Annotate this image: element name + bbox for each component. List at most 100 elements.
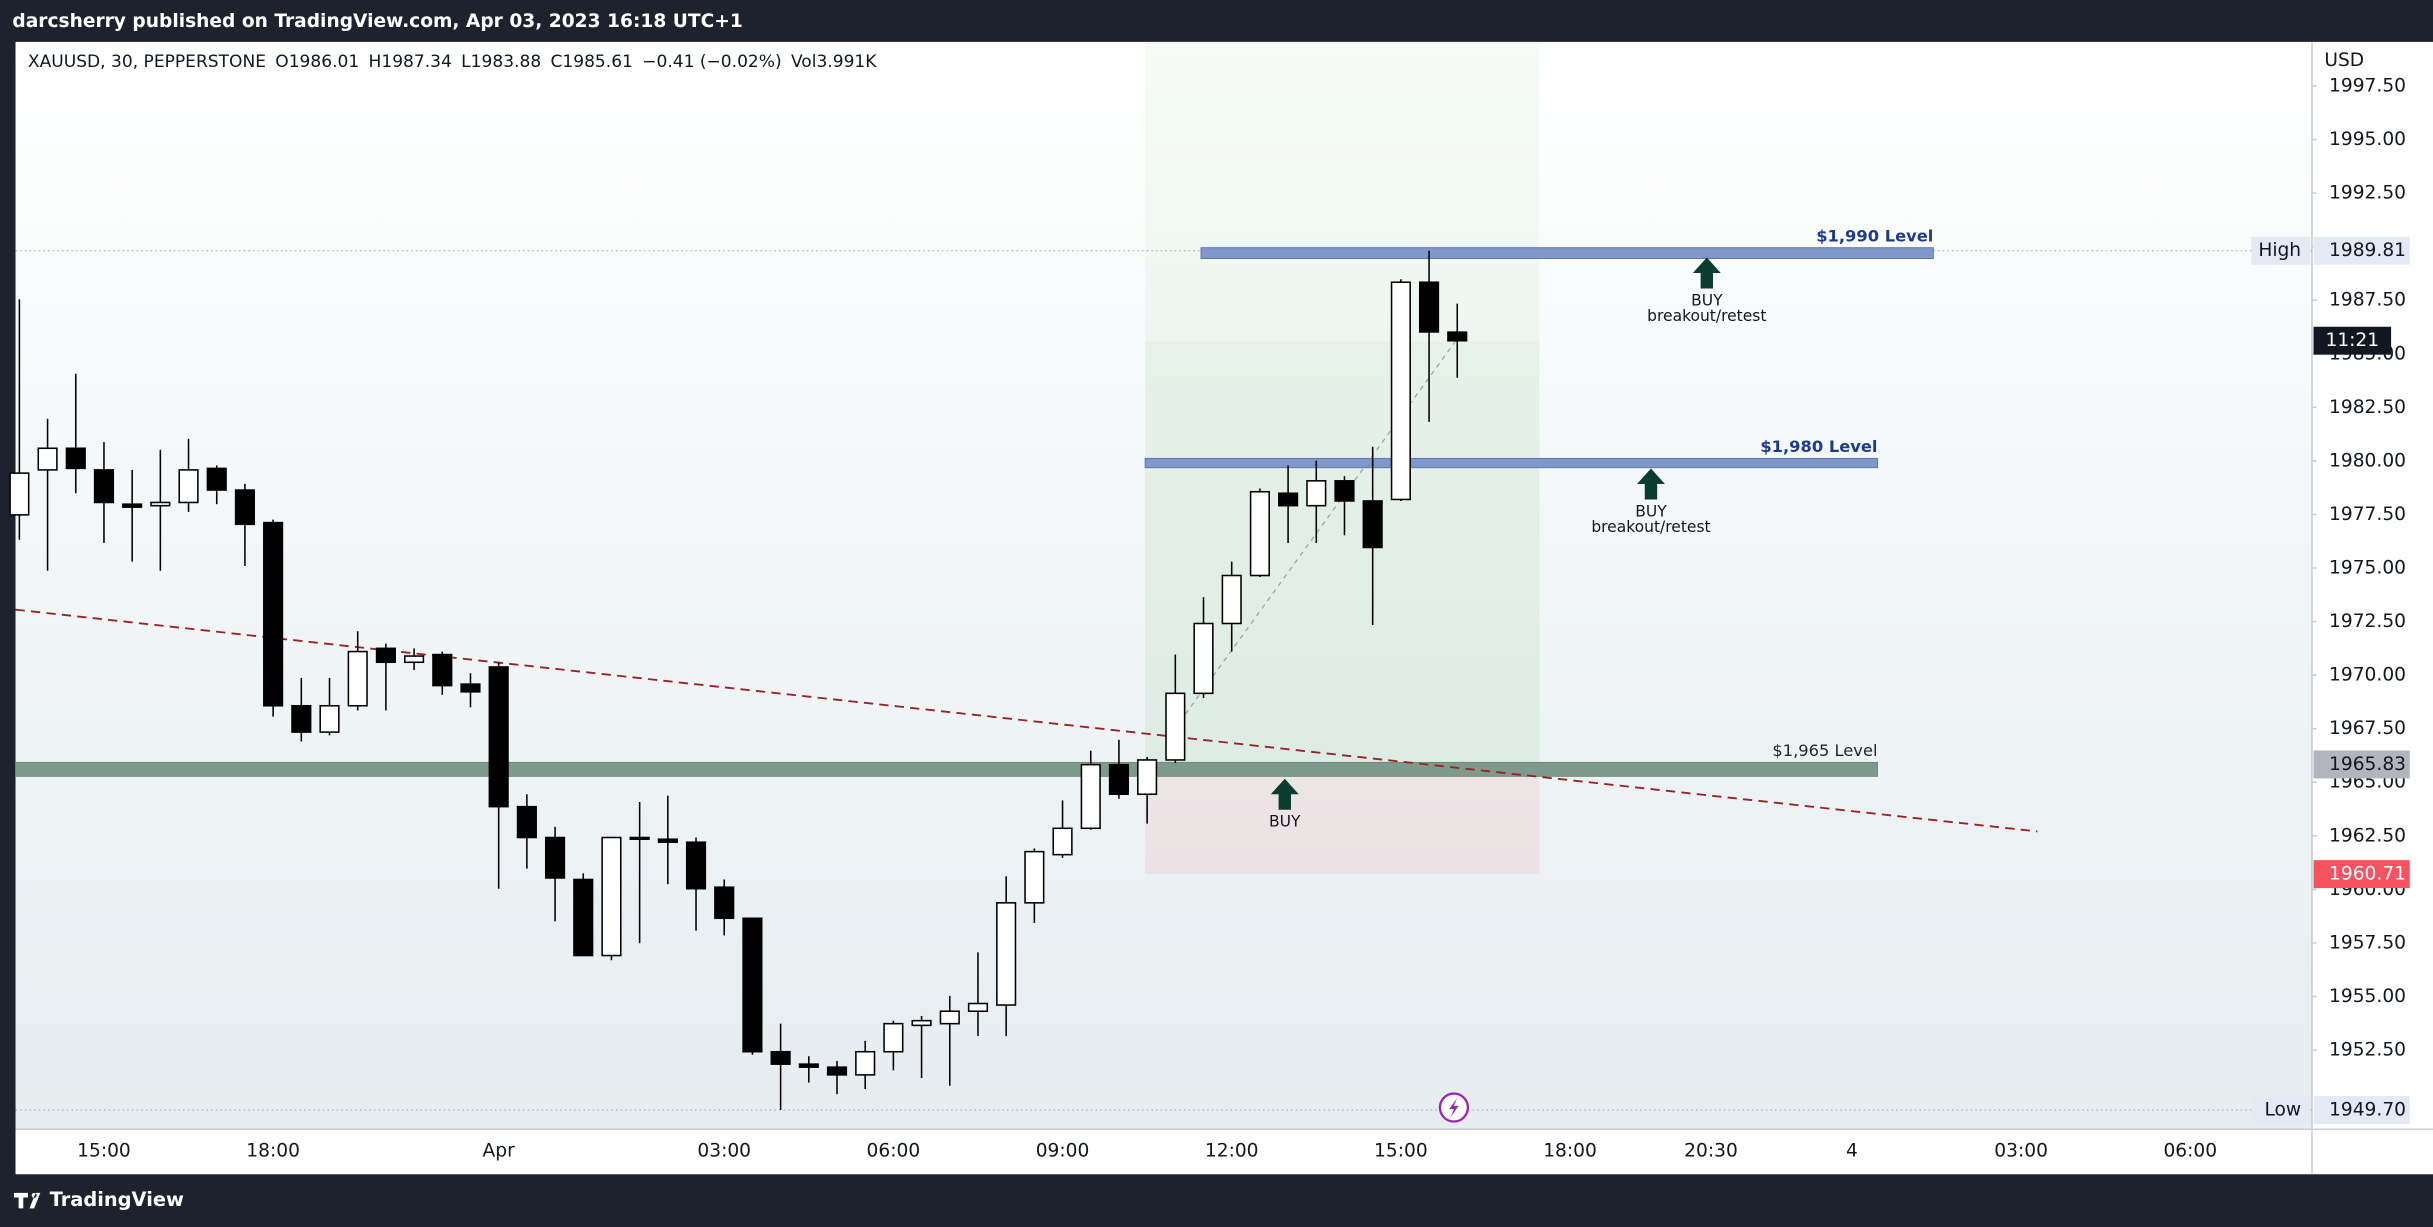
y-tick-label: 1997.50: [2329, 76, 2406, 97]
x-tick-label: Apr: [483, 1140, 516, 1161]
legend-item: C1985.61: [550, 52, 632, 72]
y-tick-label: 1972.50: [2329, 611, 2406, 632]
candle-body: [1108, 763, 1130, 796]
alert-bolt: [1449, 1098, 1459, 1117]
level-label: $1,965 Level: [1772, 741, 1877, 760]
candle-body: [1221, 574, 1242, 625]
candle-body: [375, 647, 396, 664]
candle-body: [65, 447, 86, 470]
footer-brand: TradingView: [50, 1188, 184, 1211]
candle-body: [93, 469, 115, 504]
candle-body: [1390, 281, 1411, 501]
x-tick-label: 15:00: [77, 1140, 131, 1161]
x-tick-label: 09:00: [1036, 1140, 1090, 1161]
candle-body: [488, 666, 509, 808]
candle-body: [573, 878, 594, 957]
low_marker-tag-bg: [2251, 1096, 2311, 1124]
candle-body: [291, 704, 312, 733]
y-tick-label: 1992.50: [2329, 183, 2406, 204]
currency: USD: [2324, 50, 2364, 71]
position-stop-zone: [1145, 764, 1540, 875]
chart: $1,990 Level$1,980 Level$1,965 LevelBUYb…: [9, 41, 2312, 1111]
annotation-text: breakout/retest: [1591, 518, 1710, 536]
candle-body: [1137, 759, 1158, 796]
candle-body: [714, 886, 735, 920]
x-tick-label: 03:00: [1994, 1140, 2048, 1161]
y-tick-label: 1975.00: [2329, 558, 2406, 579]
legend-item: Vol3.991K: [791, 52, 877, 72]
candle-body: [37, 447, 58, 471]
candle-body: [967, 1002, 989, 1013]
time-axis: [15, 1129, 2312, 1175]
x-tick-label: 18:00: [1543, 1140, 1597, 1161]
candle-body: [150, 501, 171, 507]
candle-body: [1052, 827, 1073, 856]
x-tick-label: 20:30: [1684, 1140, 1738, 1161]
low_marker-price: 1949.70: [2329, 1099, 2406, 1120]
legend-item: H1987.34: [369, 52, 452, 72]
buy-arrow: [1636, 468, 1665, 500]
high_marker-tag: High: [2258, 240, 2301, 261]
candle-body: [516, 805, 537, 839]
candle-body: [206, 467, 227, 491]
entry-price-bg: [2313, 750, 2410, 779]
candle-body: [855, 1050, 876, 1076]
candle-body: [1080, 763, 1101, 830]
high_marker-tag-bg: [2251, 236, 2311, 265]
x-tick-label: 15:00: [1374, 1140, 1428, 1161]
candle-body: [404, 655, 425, 664]
candle-body: [1334, 480, 1355, 502]
x-tick-label: 12:00: [1205, 1140, 1259, 1161]
logo-icon: [13, 1192, 41, 1209]
stop-price: 1960.71: [2329, 864, 2406, 885]
candle-body: [122, 503, 143, 508]
footer-logo: TradingView: [13, 1188, 184, 1211]
candle-body: [1362, 500, 1383, 549]
candle-body: [770, 1050, 791, 1065]
candle-body: [432, 653, 453, 687]
candle-body: [263, 521, 284, 707]
candle-body: [9, 472, 30, 516]
legend-item: −0.41 (−0.02%): [642, 52, 781, 72]
position-profit-zone: [1145, 341, 1540, 765]
candle-body: [883, 1022, 904, 1053]
buy-arrow: [1692, 257, 1721, 289]
candle-body: [1447, 331, 1468, 342]
y-tick-label: 1955.00: [2329, 986, 2406, 1007]
trendline: [15, 608, 2038, 833]
y-tick-label: 1957.50: [2329, 932, 2406, 953]
legend-item: O1986.01: [275, 52, 359, 72]
annotation-text: BUY: [1635, 502, 1667, 520]
candle-body: [460, 683, 481, 693]
level-band: [1144, 457, 1878, 469]
position-target-zone: [1145, 41, 1540, 342]
header-title: darcsherry published on TradingView.com,…: [12, 11, 742, 32]
high_marker-price-bg: [2313, 236, 2410, 265]
annotation-text: breakout/retest: [1647, 307, 1766, 325]
level-label: $1,980 Level: [1760, 437, 1877, 456]
annotation-text: BUY: [1269, 813, 1301, 831]
candle-body: [798, 1063, 819, 1068]
stop-price-bg: [2313, 860, 2410, 889]
legend-item: XAUUSD, 30, PEPPERSTONE: [28, 52, 266, 72]
candle-body: [911, 1019, 932, 1027]
x-tick-label: 18:00: [246, 1140, 300, 1161]
candle-body: [1024, 850, 1045, 904]
candle-body: [996, 902, 1017, 1006]
level-band: [15, 761, 1878, 777]
legend-item: L1983.88: [461, 52, 541, 72]
y-tick-label: 1982.50: [2329, 397, 2406, 418]
low_marker-tag: Low: [2264, 1099, 2301, 1120]
candle-body: [742, 917, 763, 1053]
candle-body: [178, 469, 199, 504]
x-tick-label: 06:00: [867, 1140, 921, 1161]
low_marker-price-bg: [2313, 1096, 2410, 1124]
x-tick-label: 03:00: [697, 1140, 751, 1161]
y-tick-label: 1962.50: [2329, 825, 2406, 846]
candle-body: [826, 1066, 848, 1076]
y-tick-label: 1967.50: [2329, 718, 2406, 739]
candle-body: [1193, 622, 1214, 695]
candle-body: [601, 836, 622, 957]
